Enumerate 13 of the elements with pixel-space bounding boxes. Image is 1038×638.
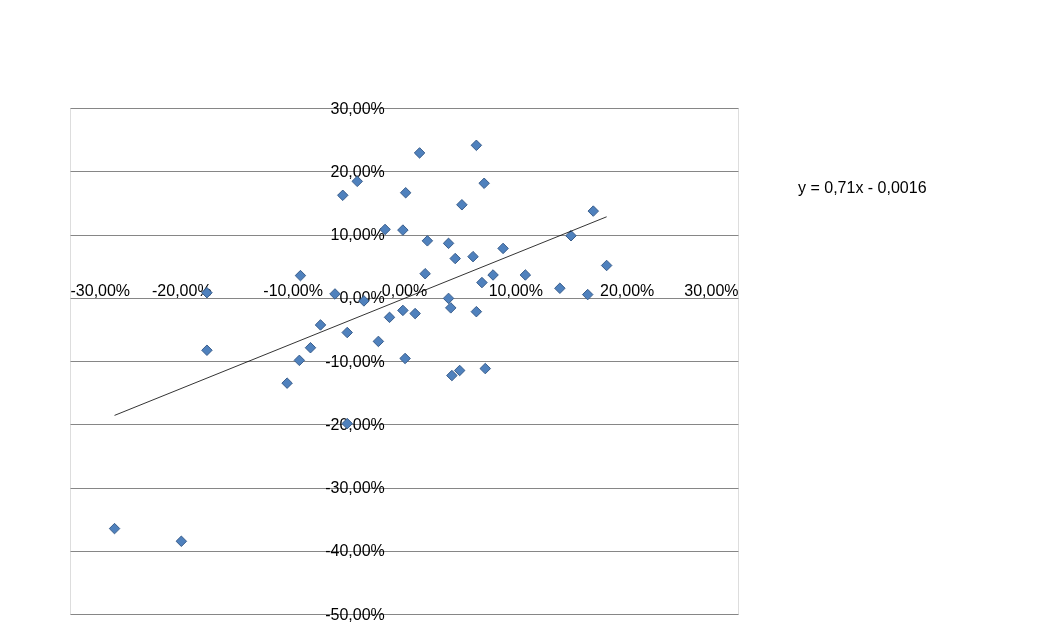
- y-tick-label: 10,00%: [330, 226, 385, 243]
- x-tick-label: 10,00%: [488, 281, 543, 299]
- x-tick-label: -30,00%: [70, 281, 131, 299]
- y-tick-label: -10,00%: [325, 352, 385, 370]
- text: y = 0,71x - 0,0016: [798, 179, 927, 196]
- x-tick-label: 20,00%: [600, 281, 655, 299]
- x-tick-label: -10,00%: [263, 281, 323, 299]
- y-tick-label: 20,00%: [330, 162, 385, 180]
- x-tick-label: 30,00%: [684, 281, 739, 299]
- y-tick-label: -30,00%: [325, 479, 385, 496]
- y-tick-label: 30,00%: [330, 99, 385, 117]
- y-tick-label: -50,00%: [325, 605, 385, 623]
- y-tick-label: -40,00%: [325, 542, 385, 560]
